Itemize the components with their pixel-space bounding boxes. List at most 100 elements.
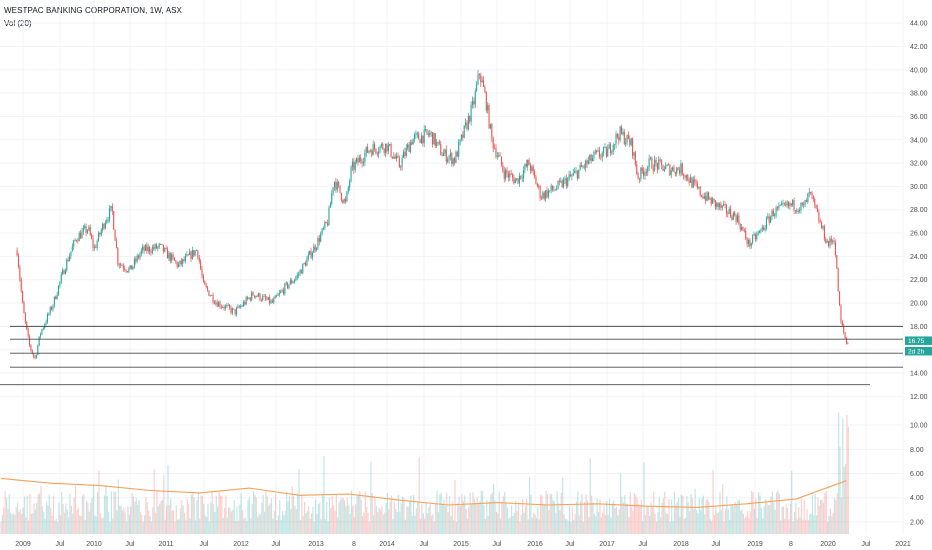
volume-bar <box>422 513 424 534</box>
volume-bar <box>375 506 377 534</box>
volume-bar <box>709 519 711 534</box>
candle-body <box>306 258 308 266</box>
candle-body <box>637 173 639 179</box>
candle-body <box>154 244 156 249</box>
price-tick-label: 18.00 <box>910 324 928 331</box>
volume-bar <box>16 502 19 534</box>
volume-bar <box>653 491 655 534</box>
candle-body <box>157 246 159 249</box>
volume-bar <box>766 502 768 534</box>
volume-bar <box>399 511 401 534</box>
volume-bar <box>822 502 825 534</box>
volume-bar <box>748 518 750 534</box>
volume-bar <box>680 494 682 534</box>
volume-bar <box>58 502 60 534</box>
volume-bar <box>41 506 43 534</box>
candle-body <box>601 152 603 158</box>
candle-body <box>285 282 287 284</box>
candle-body <box>27 328 29 337</box>
volume-bar <box>164 519 166 534</box>
volume-bar <box>407 506 409 534</box>
candle-body <box>383 149 385 153</box>
volume-bar <box>511 505 513 534</box>
candle-body <box>309 250 311 255</box>
volume-bar <box>128 514 130 534</box>
candle-body <box>553 189 555 191</box>
candle-body <box>325 222 327 223</box>
volume-bar <box>295 509 297 534</box>
volume-bar <box>149 516 151 534</box>
time-tick-label: Jul <box>493 541 502 548</box>
candle-body <box>391 156 394 159</box>
volume-bar <box>414 515 416 534</box>
volume-bar <box>637 504 640 534</box>
volume-bar <box>622 502 624 534</box>
candle-body <box>248 297 250 299</box>
volume-bar <box>308 506 310 534</box>
candle-body <box>804 200 806 205</box>
candle-body <box>321 228 323 235</box>
volume-bar <box>204 515 206 534</box>
candle-body <box>298 274 300 276</box>
candle-body <box>815 204 817 209</box>
candle-body <box>187 254 189 256</box>
candle-body <box>411 142 413 145</box>
volume-bar <box>829 508 831 534</box>
candle-body <box>60 274 62 282</box>
volume-bar <box>45 501 48 534</box>
candle-body <box>731 216 733 220</box>
candle-body <box>663 168 665 171</box>
candle-body <box>26 321 28 329</box>
volume-bar <box>348 504 350 534</box>
candle-body <box>500 156 503 166</box>
candle-body <box>274 295 276 299</box>
volume-bar <box>788 519 790 534</box>
volume-bar <box>675 504 677 534</box>
volume-bar <box>72 513 74 534</box>
volume-bar <box>413 494 415 534</box>
candle-body <box>710 198 712 204</box>
candle-body <box>284 283 286 294</box>
candle-body <box>452 158 454 165</box>
volume-bar <box>593 514 595 534</box>
candle-body <box>121 264 123 266</box>
candle-body <box>618 137 620 141</box>
candle-body <box>63 269 65 274</box>
candle-body <box>701 195 703 197</box>
candle-body <box>437 141 439 143</box>
volume-bar <box>302 516 304 534</box>
candle-body <box>666 164 668 166</box>
volume-bar <box>613 500 615 534</box>
candle-body <box>542 192 544 199</box>
volume-bar <box>217 506 219 534</box>
candle-body <box>114 229 116 241</box>
candle-body <box>569 174 572 177</box>
volume-bar <box>80 515 82 534</box>
volume-bar <box>450 516 452 534</box>
candle-body <box>523 170 525 179</box>
candle-body <box>775 207 777 215</box>
volume-bar <box>697 512 699 534</box>
candle-body <box>554 189 556 191</box>
volume-bar <box>61 491 63 534</box>
volume-bar <box>106 495 108 534</box>
volume-bar <box>168 505 170 534</box>
volume-bar <box>470 503 473 534</box>
volume-bar <box>101 518 103 534</box>
candle-body <box>543 192 545 199</box>
volume-bar <box>7 508 9 534</box>
volume-bar <box>824 493 826 534</box>
candle-body <box>109 208 111 220</box>
candle-body <box>237 306 239 309</box>
candle-body <box>22 291 24 303</box>
candle-body <box>176 261 178 267</box>
candle-body <box>266 298 268 300</box>
volume-bar <box>232 510 234 534</box>
volume-bar <box>163 475 165 534</box>
time-tick-label: Jul <box>272 541 281 548</box>
candle-body <box>172 254 174 258</box>
volume-bar <box>301 494 303 534</box>
candle-body <box>598 150 601 157</box>
candle-body <box>339 185 341 193</box>
